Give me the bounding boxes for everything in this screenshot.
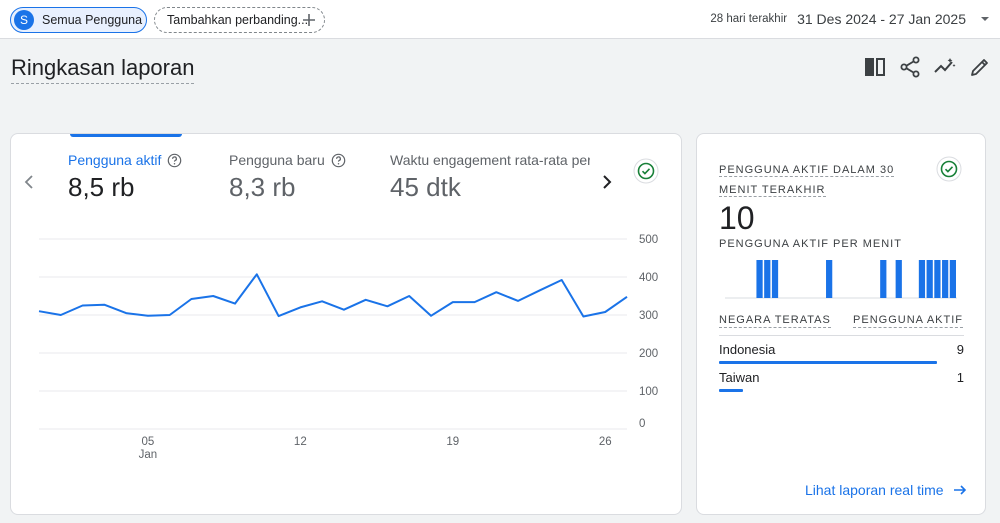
metric-value: 8,5 rb [68, 172, 135, 202]
country-row[interactable]: Taiwan 1 [719, 370, 964, 398]
minute-bar [949, 260, 956, 298]
view-realtime-link[interactable]: Lihat laporan real time [805, 482, 968, 498]
metrics-card: Pengguna aktif 8,5 rb Pengguna baru 8,3 … [10, 133, 682, 515]
metric-tab-active-users[interactable]: Pengguna aktif 8,5 rb [68, 152, 182, 203]
chevron-left-icon[interactable] [19, 172, 39, 192]
realtime-card: PENGGUNA AKTIF DALAM 30 MENIT TERAKHIR 1… [696, 133, 986, 515]
x-tick-sublabel: Jan [139, 449, 158, 461]
share-icon[interactable] [898, 55, 922, 79]
y-tick-label: 100 [639, 386, 658, 398]
country-name: Indonesia [719, 342, 776, 357]
caret-down-icon [981, 17, 989, 21]
date-range-value: 31 Des 2024 - 27 Jan 2025 [797, 11, 966, 27]
date-range-label: 28 hari terakhir [710, 13, 788, 25]
y-tick-label: 0 [639, 418, 645, 430]
metric-label: Pengguna aktif [68, 152, 162, 168]
country-count: 9 [956, 342, 964, 357]
minute-bar [880, 260, 887, 298]
minute-bar [826, 260, 833, 298]
minute-bar [918, 260, 926, 298]
segment-chip[interactable]: S Semua Pengguna [10, 7, 147, 33]
country-share-bar [719, 389, 744, 392]
active-tab-indicator [70, 134, 182, 137]
table-divider [719, 335, 964, 336]
metric-label: Waktu engagement rata-rata per [390, 152, 590, 168]
segment-avatar: S [14, 10, 34, 30]
country-share-bar [719, 361, 938, 364]
y-tick-label: 400 [639, 272, 658, 284]
realtime-per-minute-label: PENGGUNA AKTIF PER MENIT [719, 238, 902, 250]
metric-tab-new-users[interactable]: Pengguna baru 8,3 rb [229, 152, 346, 203]
minute-bar [756, 260, 763, 298]
check-circle-icon[interactable] [936, 156, 962, 182]
page-title[interactable]: Ringkasan laporan [11, 55, 195, 84]
realtime-active-users-value: 10 [719, 200, 755, 236]
metric-value: 8,3 rb [229, 172, 296, 202]
active-users-header[interactable]: PENGGUNA AKTIF [853, 314, 963, 328]
chevron-right-icon[interactable] [597, 172, 617, 192]
minute-bar [771, 260, 779, 298]
y-tick-label: 500 [639, 234, 658, 246]
per-minute-bar-chart [725, 260, 957, 299]
add-comparison-chip[interactable]: Tambahkan perbanding... [154, 7, 325, 33]
metric-value: 45 dtk [390, 172, 461, 202]
edit-icon[interactable] [968, 55, 992, 79]
check-circle-icon[interactable] [633, 158, 659, 184]
help-icon[interactable] [331, 153, 346, 168]
y-tick-label: 300 [639, 310, 658, 322]
view-realtime-label: Lihat laporan real time [805, 482, 944, 498]
x-tick-label: 19 [446, 436, 459, 448]
minute-bar [764, 260, 771, 298]
top-bar: S Semua Pengguna Tambahkan perbanding...… [0, 0, 1000, 39]
country-count: 1 [956, 370, 964, 385]
add-comparison-label: Tambahkan perbanding... [167, 13, 309, 27]
metric-label: Pengguna baru [229, 152, 325, 168]
minute-bar [895, 260, 902, 298]
segment-label: Semua Pengguna [42, 13, 143, 27]
metric-tab-engagement-time[interactable]: Waktu engagement rata-rata per 45 dtk [390, 152, 590, 203]
country-name: Taiwan [719, 370, 760, 385]
insights-icon[interactable] [933, 55, 957, 79]
date-range-picker[interactable]: 28 hari terakhir 31 Des 2024 - 27 Jan 20… [710, 8, 990, 30]
header-toolbar [852, 55, 992, 79]
series-line [38, 273, 628, 318]
compare-columns-icon[interactable] [863, 55, 887, 79]
y-tick-label: 200 [639, 348, 658, 360]
arrow-right-icon [953, 485, 966, 495]
x-tick-label: 26 [599, 436, 612, 448]
x-tick-label: 12 [294, 436, 307, 448]
plus-icon [303, 14, 315, 26]
minute-bar [934, 260, 941, 298]
minute-bar [926, 260, 933, 298]
x-tick-label: 05 [141, 436, 154, 448]
help-icon[interactable] [167, 153, 182, 168]
minute-bar [942, 260, 949, 298]
country-row[interactable]: Indonesia 9 [719, 342, 964, 370]
top-countries-header[interactable]: NEGARA TERATAS [719, 314, 831, 328]
realtime-title[interactable]: PENGGUNA AKTIF DALAM 30 MENIT TERAKHIR [719, 164, 895, 197]
